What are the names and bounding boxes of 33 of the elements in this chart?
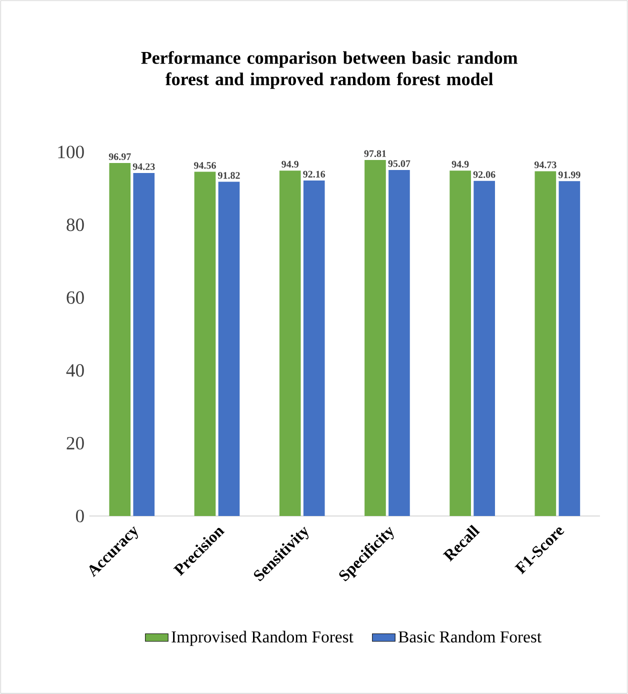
- data-label: 92.16: [303, 170, 326, 178]
- y-tick-label: 0: [76, 510, 84, 522]
- bar: [534, 171, 556, 516]
- data-label: 92.06: [473, 171, 496, 178]
- bar: [109, 163, 131, 516]
- y-tick-label: 20: [66, 436, 84, 450]
- y-tick-label: 40: [66, 364, 84, 377]
- legend-label: Improvised Random Forest: [172, 630, 354, 646]
- y-tick-label: 80: [66, 218, 84, 232]
- y-tick-label: 100: [58, 146, 84, 158]
- data-label: 91.82: [218, 172, 240, 179]
- bar: [218, 182, 240, 516]
- bar: [474, 180, 495, 516]
- data-label: 95.07: [388, 160, 410, 168]
- bar: [558, 181, 580, 516]
- bar: [303, 180, 325, 516]
- data-label: 94.9: [282, 160, 298, 168]
- y-tick-label: 60: [66, 291, 84, 304]
- legend-label: Basic Random Forest: [398, 630, 542, 643]
- bar: [388, 170, 410, 516]
- bar: [133, 173, 155, 516]
- data-label: 94.23: [132, 163, 155, 170]
- data-label: 94.56: [194, 162, 216, 169]
- data-label: 96.97: [108, 153, 131, 160]
- bar: [364, 160, 386, 516]
- bar: [279, 170, 301, 516]
- bar: [450, 170, 471, 516]
- bar: [194, 172, 216, 516]
- data-label: 94.73: [534, 162, 556, 168]
- chart-title: Performance comparison between basic random forest and improved random forest model: [141, 51, 518, 89]
- data-label: 94.9: [452, 160, 469, 168]
- data-label: 97.81: [364, 150, 386, 158]
- data-label: 91.99: [558, 171, 580, 178]
